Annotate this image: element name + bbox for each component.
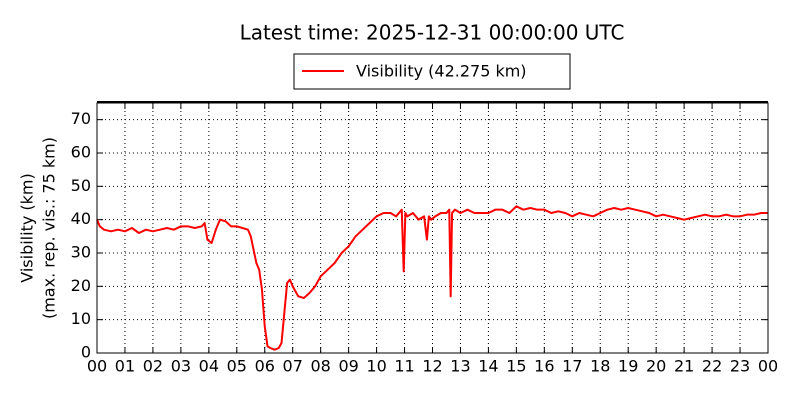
x-tick-label: 10 (366, 357, 386, 376)
x-tick-label: 04 (199, 357, 219, 376)
x-tick-label: 05 (227, 357, 247, 376)
y-tick-label: 50 (71, 176, 91, 195)
x-tick-label: 23 (730, 357, 750, 376)
y-tick-label: 40 (71, 209, 91, 228)
x-tick-label: 00 (87, 357, 107, 376)
x-tick-label: 22 (702, 357, 722, 376)
x-tick-label: 16 (534, 357, 554, 376)
x-tick-label: 06 (255, 357, 275, 376)
x-tick-label: 18 (590, 357, 610, 376)
x-tick-label: 19 (618, 357, 638, 376)
x-tick-label: 00 (758, 357, 778, 376)
legend-label: Visibility (42.275 km) (356, 62, 527, 81)
x-tick-label: 11 (394, 357, 414, 376)
x-tick-label: 02 (143, 357, 163, 376)
x-tick-label: 08 (310, 357, 330, 376)
x-tick-label: 17 (562, 357, 582, 376)
x-tick-label: 07 (283, 357, 303, 376)
x-tick-label: 20 (646, 357, 666, 376)
x-tick-label: 21 (674, 357, 694, 376)
x-tick-label: 01 (115, 357, 135, 376)
y-tick-label: 60 (71, 143, 91, 162)
y-tick-label: 10 (71, 309, 91, 328)
y-axis-label: (max. rep. vis.: 75 km) (40, 137, 59, 319)
y-tick-label: 30 (71, 243, 91, 262)
x-tick-label: 12 (422, 357, 442, 376)
y-tick-label: 70 (71, 109, 91, 128)
y-tick-label: 0 (81, 343, 91, 362)
data-line (96, 205, 768, 351)
x-tick-label: 09 (338, 357, 358, 376)
x-tick-label: 15 (506, 357, 526, 376)
x-tick-label: 14 (478, 357, 498, 376)
y-axis-label: Visibility (km) (18, 173, 37, 282)
chart-title: Latest time: 2025-12-31 00:00:00 UTC (240, 21, 625, 45)
y-tick-label: 20 (71, 276, 91, 295)
x-tick-label: 13 (450, 357, 470, 376)
x-tick-label: 03 (171, 357, 191, 376)
